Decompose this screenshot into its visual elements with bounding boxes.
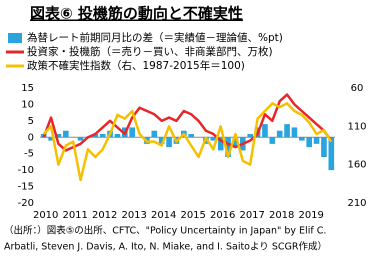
bar: [92, 134, 99, 138]
bar: [291, 127, 298, 138]
x-tick-label: 2011: [62, 210, 87, 221]
y2-tick-label: 110: [347, 121, 366, 132]
bar: [321, 137, 327, 157]
x-tick-label: 2013: [121, 210, 146, 221]
bar: [225, 137, 231, 157]
y-tick-label: -20: [18, 198, 34, 209]
bar: [129, 127, 135, 138]
bar: [328, 137, 335, 171]
bar: [284, 124, 290, 138]
bar: [166, 137, 172, 148]
bar: [262, 124, 268, 138]
bar: [210, 137, 217, 141]
y2-tick-label: 210: [347, 198, 366, 209]
line: [42, 102, 333, 182]
bar: [306, 137, 312, 148]
bar: [276, 130, 283, 138]
x-tick-label: 2016: [210, 210, 235, 221]
bar: [299, 137, 305, 141]
bar: [63, 130, 69, 138]
y-tick-label: 0: [28, 132, 34, 143]
y-tick-label: -10: [18, 165, 34, 176]
bar: [269, 137, 276, 144]
legend-label: 政策不確実性指数（右、1987-2015年＝100): [27, 59, 245, 72]
y-tick-label: 15: [21, 83, 34, 94]
y-tick-label: 10: [21, 99, 34, 110]
y2-tick-label: 160: [347, 160, 366, 171]
bar: [114, 134, 121, 138]
legend-swatch: [8, 33, 22, 43]
bar: [232, 137, 239, 148]
x-tick-label: 2014: [151, 210, 176, 221]
x-tick-label: 2018: [269, 210, 294, 221]
bar: [217, 137, 224, 151]
bar: [247, 134, 253, 138]
x-tick-label: 2012: [92, 210, 117, 221]
chart-title: 図表⑥ 投機筋の動向と不確実性: [30, 5, 243, 23]
bar: [313, 137, 320, 144]
y-tick-label: 5: [28, 116, 34, 127]
footnote: Arbatli, Steven J. Davis, A. Ito, N. Mia…: [4, 241, 327, 253]
y2-tick-label: 60: [351, 83, 364, 94]
bar: [48, 137, 54, 141]
x-tick-label: 2015: [180, 210, 205, 221]
legend-label: 為替レート前期同月比の差（＝実績値－理論値、%pt): [27, 31, 283, 44]
bar: [55, 134, 62, 138]
bar: [151, 130, 158, 138]
x-tick-label: 2010: [33, 210, 58, 221]
legend-label: 投資家・投機筋（＝売り－買い、非商業部門、万枚): [27, 45, 273, 58]
bar: [99, 134, 106, 138]
bar: [158, 137, 165, 144]
footnote: （出所：）図表⑤の出所、CFTC、"Policy Uncertainty in …: [4, 225, 326, 237]
line: [42, 93, 333, 152]
bar: [77, 137, 84, 141]
bar: [188, 134, 194, 138]
y-tick-label: -15: [18, 182, 34, 193]
x-tick-label: 2017: [239, 210, 264, 221]
y-tick-label: -5: [24, 149, 34, 160]
x-tick-label: 2019: [298, 210, 323, 221]
